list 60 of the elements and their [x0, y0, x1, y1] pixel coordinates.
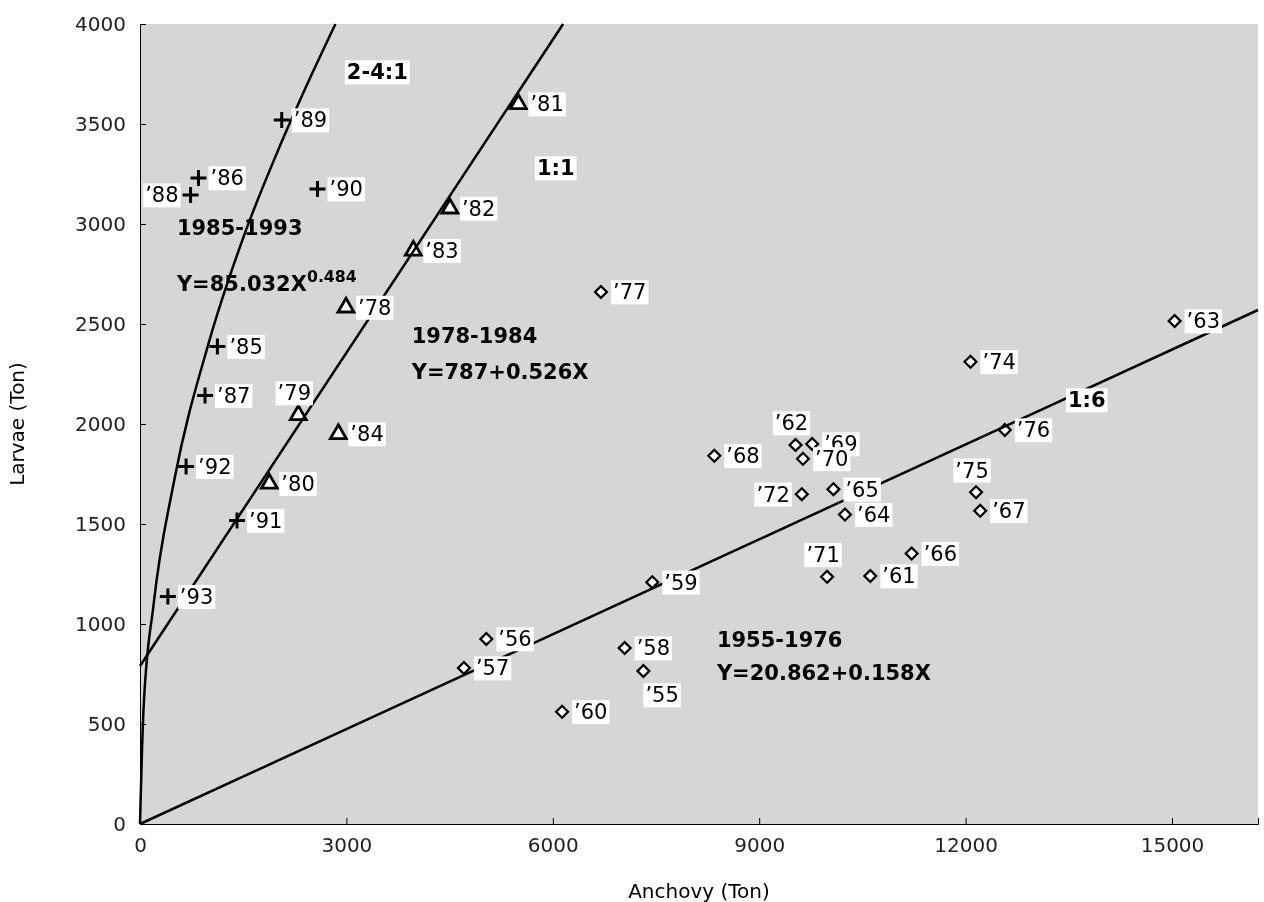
- annotation: ’78: [357, 295, 392, 320]
- annotation: ’60: [574, 700, 608, 725]
- annotation: ’63: [1186, 309, 1221, 334]
- x-tick-label: 0: [134, 833, 147, 858]
- annotation: ’74: [982, 350, 1016, 375]
- annotation: ’82: [461, 196, 496, 221]
- y-tick-label: 4000: [75, 11, 126, 36]
- annotation: ’93: [179, 584, 214, 609]
- annotation: ’81: [530, 92, 564, 117]
- annotation: ’61: [882, 564, 916, 589]
- text: 1:1: [536, 156, 575, 181]
- annotation: ’88: [145, 183, 179, 208]
- annotation: ’79: [277, 381, 312, 406]
- annotation: ’87: [217, 383, 251, 408]
- annotation: Y=20.862+0.158X: [715, 661, 931, 686]
- annotation: Y=787+0.526X: [410, 360, 589, 385]
- y-tick-label: 500: [87, 711, 126, 736]
- annotation: ’91: [249, 508, 283, 533]
- annotation: 1978-1984: [411, 323, 538, 348]
- annotation: ’68: [726, 444, 760, 469]
- annotation: ’92: [198, 454, 232, 479]
- annotation: ’59: [664, 570, 698, 595]
- annotation: ’80: [281, 471, 315, 496]
- annotation: ’66: [923, 541, 958, 566]
- annotation: ’58: [636, 636, 671, 661]
- x-axis-title: Anchovy (Ton): [628, 879, 770, 902]
- y-tick-label: 0: [113, 811, 126, 836]
- y-axis-title: Larvae (Ton): [5, 362, 29, 486]
- x-tick-label: 12000: [934, 833, 998, 858]
- annotation: ’62: [774, 411, 809, 436]
- annotation: ’67: [992, 499, 1026, 524]
- annotation: ’65: [845, 477, 879, 502]
- annotation: ’86: [210, 166, 244, 191]
- x-tick-label: 3000: [321, 833, 373, 858]
- annotation: ’71: [806, 543, 840, 568]
- annotation: ’76: [1016, 418, 1051, 443]
- annotation: ’56: [498, 627, 532, 652]
- annotation: ’72: [756, 482, 790, 507]
- annotation: ’64: [856, 502, 891, 527]
- x-tick-label: 9000: [734, 833, 786, 858]
- y-tick-label: 2500: [75, 311, 126, 336]
- annotation: ’77: [612, 280, 647, 305]
- x-tick-label: 15000: [1140, 833, 1205, 858]
- annotation: 1955-1976: [716, 627, 843, 652]
- y-tick-label: 3000: [75, 211, 126, 236]
- series-label: 2-4:1: [346, 60, 408, 85]
- annotation: ’57: [475, 656, 510, 681]
- annotation: ’75: [955, 458, 989, 483]
- annotation: ’84: [350, 422, 384, 447]
- y-tick-label: 1000: [75, 611, 126, 636]
- y-tick-label: 2000: [75, 411, 126, 436]
- y-tick-label: 1500: [75, 511, 126, 536]
- annotation: ’90: [329, 177, 363, 202]
- annotation: ’89: [293, 108, 328, 133]
- annotation: ’55: [645, 683, 679, 708]
- x-tick-label: 6000: [527, 833, 579, 858]
- annotation: ’83: [425, 238, 459, 263]
- y-tick-label: 3500: [75, 111, 126, 136]
- annotation: ’85: [229, 334, 263, 359]
- series-label: 1:6: [1067, 388, 1106, 413]
